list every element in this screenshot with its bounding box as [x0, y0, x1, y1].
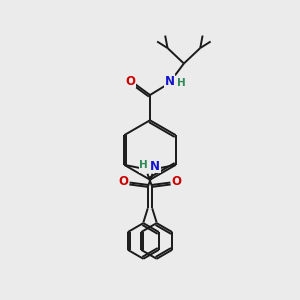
Text: O: O — [118, 175, 128, 188]
Text: O: O — [172, 175, 182, 188]
Text: H: H — [176, 77, 185, 88]
Text: H: H — [152, 160, 161, 170]
Text: H: H — [139, 160, 148, 170]
Text: N: N — [165, 75, 175, 88]
Text: N: N — [140, 160, 150, 172]
Text: O: O — [125, 75, 135, 88]
Text: N: N — [150, 160, 160, 172]
